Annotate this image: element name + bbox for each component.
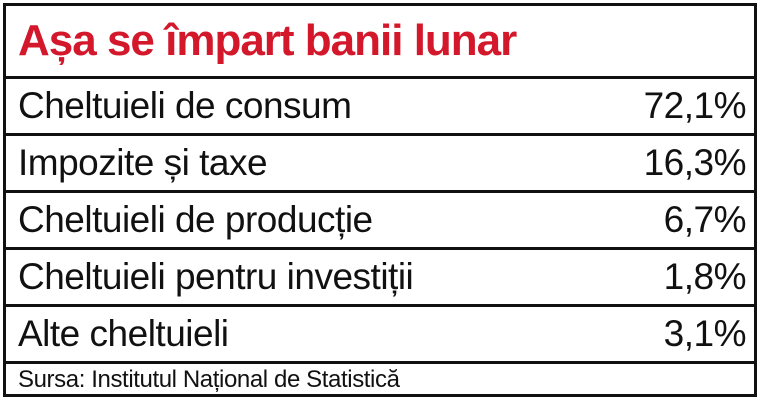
row-label: Cheltuieli pentru investiții xyxy=(18,256,414,297)
row-label: Impozite și taxe xyxy=(18,142,268,183)
row-value: 16,3% xyxy=(643,142,747,183)
row-label: Cheltuieli de consum xyxy=(18,85,352,126)
table-row: Cheltuieli de consum 72,1% xyxy=(6,79,754,136)
row-value: 6,7% xyxy=(663,199,747,240)
spending-table: Așa se împart banii lunar Cheltuieli de … xyxy=(3,3,757,397)
row-label: Alte cheltuieli xyxy=(18,313,229,354)
row-label: Cheltuieli de producție xyxy=(18,199,373,240)
row-value: 1,8% xyxy=(663,256,747,297)
table-row: Cheltuieli pentru investiții 1,8% xyxy=(6,250,754,307)
table-row: Impozite și taxe 16,3% xyxy=(6,136,754,193)
table-title: Așa se împart banii lunar xyxy=(6,6,754,79)
table-row: Cheltuieli de producție 6,7% xyxy=(6,193,754,250)
row-value: 72,1% xyxy=(643,85,747,126)
row-value: 3,1% xyxy=(663,313,747,354)
table-row: Alte cheltuieli 3,1% xyxy=(6,307,754,364)
source-note: Sursa: Institutul Național de Statistică xyxy=(18,366,400,393)
